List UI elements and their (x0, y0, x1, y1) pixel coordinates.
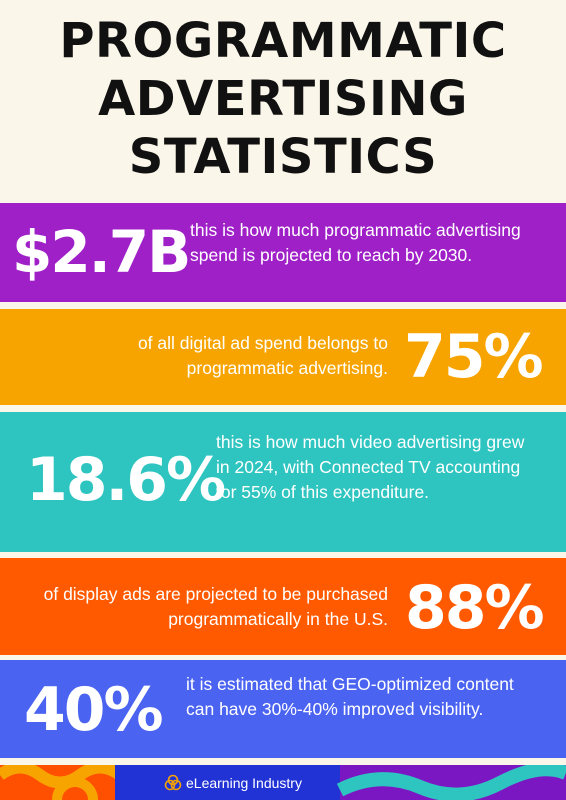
title-line-3: STATISTICS (128, 129, 438, 185)
stat-band-2: of all digital ad spend belongs to progr… (0, 309, 566, 405)
stat-band-3: 18.6% this is how much video advertising… (0, 412, 566, 552)
stat-value-4: 88% (405, 573, 545, 643)
stat-value-5: 40% (24, 675, 164, 745)
stat-text-3: this is how much video advertising grew … (216, 432, 525, 502)
title-line-1: PROGRAMMATIC (59, 13, 507, 69)
stat-value-1: $2.7B (12, 218, 191, 286)
stat-text-5: it is estimated that GEO-optimized conte… (186, 674, 514, 719)
triple-ring-logo-icon (164, 774, 182, 791)
stat-value-3: 18.6% (26, 445, 226, 515)
page-title: PROGRAMMATIC ADVERTISING STATISTICS (0, 12, 566, 186)
footer-decoration (0, 765, 566, 800)
stat-value-2: 75% (404, 322, 544, 392)
footer-strip: eLearning Industry (0, 765, 566, 800)
footer-brand: eLearning Industry (186, 775, 302, 791)
stat-band-4: of display ads are projected to be purch… (0, 558, 566, 655)
stat-text-1: this is how much programmatic advertisin… (190, 220, 521, 265)
title-line-2: ADVERTISING (98, 71, 468, 127)
stat-text-2: of all digital ad spend belongs to progr… (137, 333, 388, 378)
stat-text-4: of display ads are projected to be purch… (43, 584, 388, 629)
stat-band-5: 40% it is estimated that GEO-optimized c… (0, 660, 566, 758)
stat-band-1: $2.7B this is how much programmatic adve… (0, 203, 566, 302)
